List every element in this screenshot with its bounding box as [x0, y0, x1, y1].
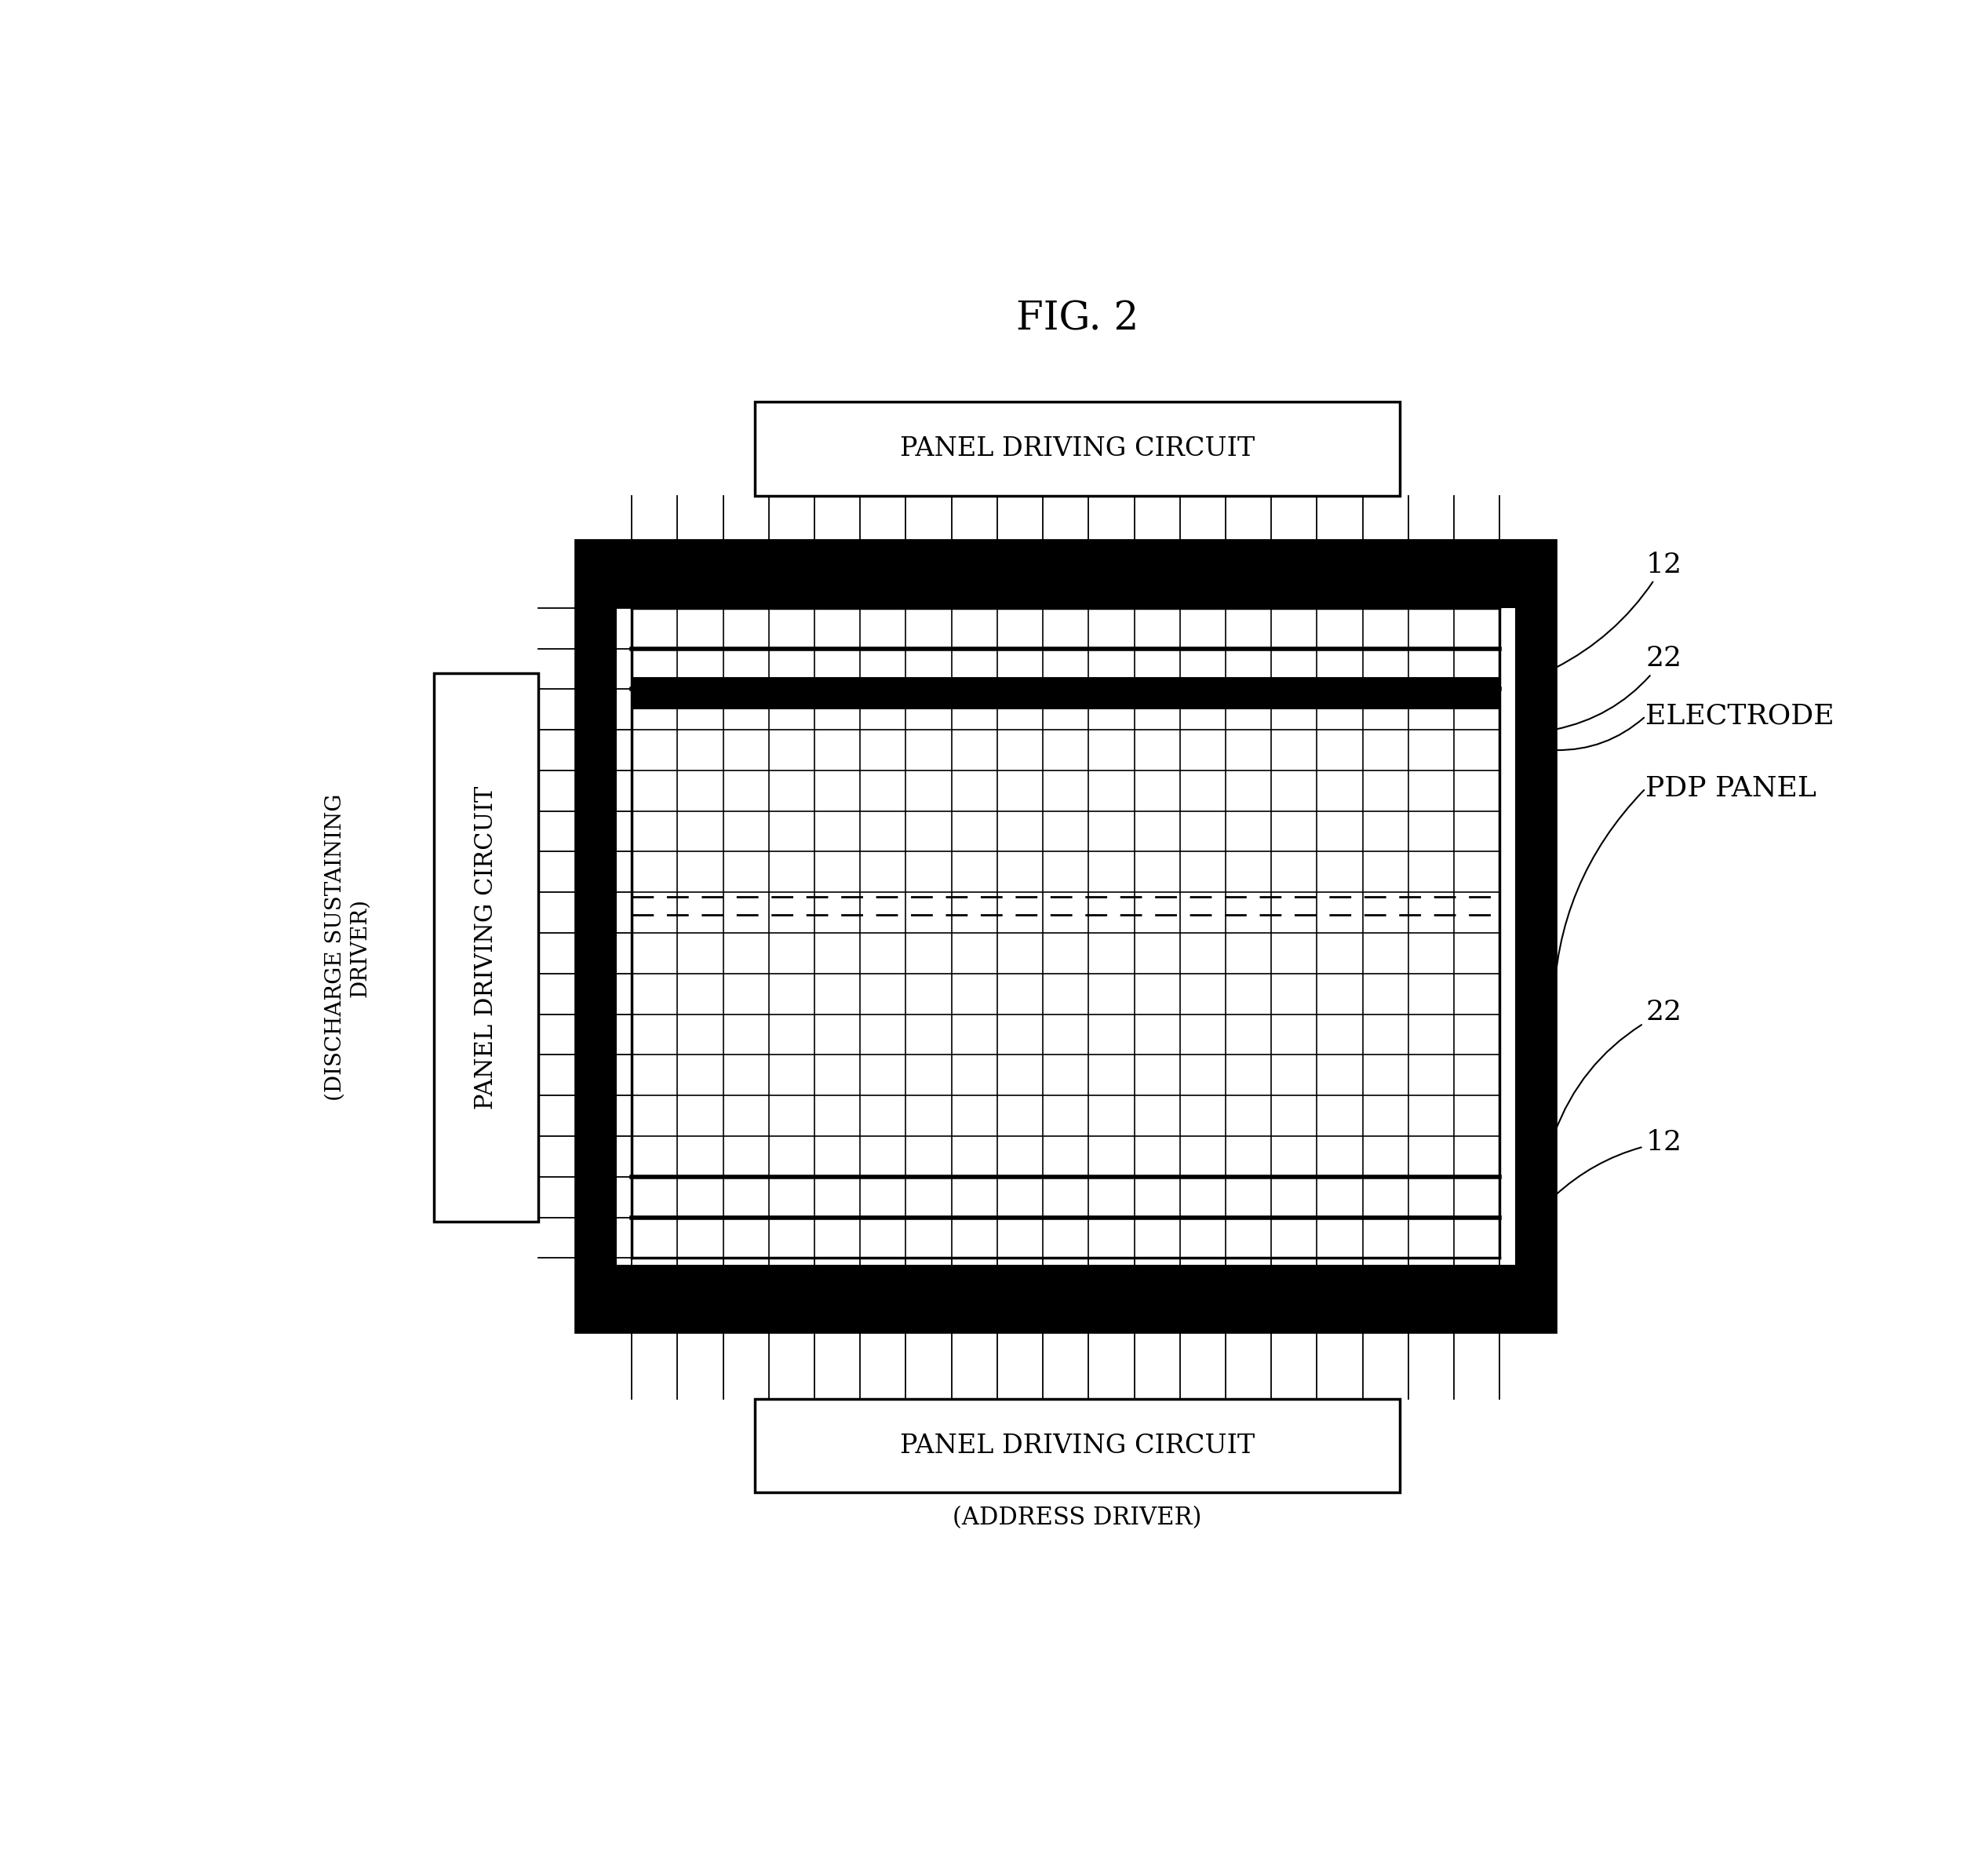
- Text: 12: 12: [1556, 552, 1681, 668]
- Text: PANEL DRIVING CIRCUIT: PANEL DRIVING CIRCUIT: [900, 1433, 1255, 1458]
- Text: FIG. 2: FIG. 2: [1017, 300, 1138, 338]
- Text: PANEL DRIVING CIRCUIT: PANEL DRIVING CIRCUIT: [474, 786, 497, 1109]
- Bar: [579, 1264, 1554, 1330]
- Bar: [632, 677, 1500, 709]
- Text: PDP PANEL: PDP PANEL: [1645, 775, 1817, 801]
- Text: PANEL DRIVING CIRCUIT: PANEL DRIVING CIRCUIT: [900, 437, 1255, 461]
- Text: (ADDRESS DRIVER): (ADDRESS DRIVER): [953, 1506, 1201, 1531]
- Bar: [632, 608, 1500, 1259]
- Text: 12: 12: [1556, 1129, 1681, 1195]
- Bar: [1514, 542, 1554, 1330]
- Bar: [755, 1399, 1399, 1493]
- Bar: [579, 542, 1554, 608]
- Bar: [434, 673, 537, 1221]
- Bar: [755, 401, 1399, 495]
- Text: (DISCHARGE SUSTAINING
DRIVER): (DISCHARGE SUSTAINING DRIVER): [325, 794, 371, 1101]
- Bar: [579, 542, 616, 1330]
- Text: 22: 22: [1554, 1000, 1681, 1133]
- Text: ELECTRODE: ELECTRODE: [1645, 704, 1835, 730]
- Bar: [579, 542, 1554, 1330]
- Bar: [579, 542, 1554, 1330]
- Text: 22: 22: [1556, 645, 1681, 730]
